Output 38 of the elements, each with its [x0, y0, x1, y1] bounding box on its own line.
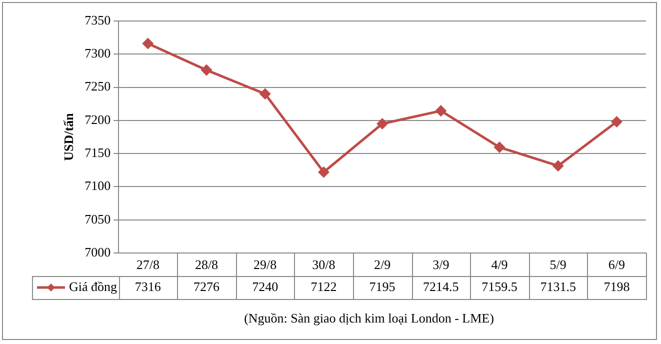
point	[318, 166, 329, 178]
data-label: 7195	[369, 278, 396, 294]
x-tick-label: 28/8	[194, 257, 218, 272]
y-tick-label: 7100	[84, 178, 111, 194]
x-tick-label: 3/9	[432, 257, 450, 272]
point	[552, 160, 564, 172]
y-axis-title: USD/tấn	[61, 112, 76, 161]
x-tick-label: 4/9	[491, 257, 508, 272]
x-tick-label: 30/8	[312, 257, 336, 272]
x-tick-label: 27/8	[136, 257, 160, 272]
data-label: 7276	[194, 278, 220, 294]
x-tick-label: 6/9	[608, 257, 626, 272]
legend-label: Giá đồng	[69, 278, 118, 294]
data-label: 7240	[252, 278, 278, 294]
y-tick-label: 7250	[84, 78, 111, 94]
data-label: 7198	[604, 278, 630, 294]
point	[494, 142, 505, 153]
y-tick-label: 7150	[84, 144, 111, 160]
point	[142, 38, 154, 49]
y-tick-label: 7200	[84, 112, 111, 127]
text: (Nguồn: Sàn giao dịch kim loại London - LME)	[244, 310, 494, 326]
data-label: 7214.5	[423, 278, 459, 294]
point	[611, 116, 622, 128]
data-label: 7122	[310, 278, 337, 294]
y-tick-label: 7050	[84, 211, 111, 226]
y-tick-label: 7350	[84, 12, 111, 28]
point	[260, 88, 270, 100]
point	[377, 118, 388, 129]
point	[201, 64, 212, 76]
y-tick-label: 7000	[84, 244, 111, 260]
point	[436, 106, 446, 116]
data-label: 7159.5	[482, 278, 518, 294]
x-tick-label: 5/9	[550, 257, 566, 272]
data-label: 7131.5	[540, 278, 576, 294]
y-tick-label: 7300	[84, 46, 111, 61]
data-label: 7316	[134, 278, 162, 294]
x-tick-label: 29/8	[254, 257, 277, 272]
x-tick-label: 2/9	[374, 257, 391, 272]
